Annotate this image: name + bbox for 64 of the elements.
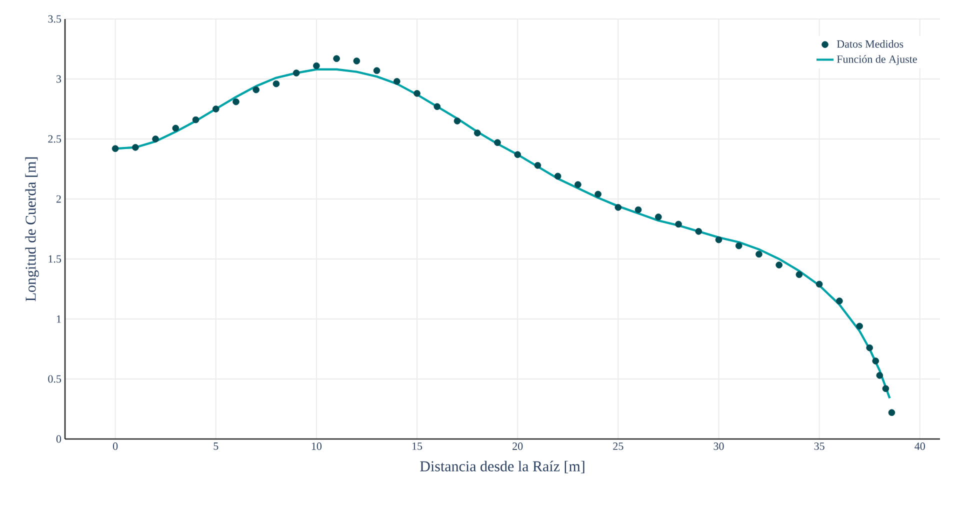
point [474, 130, 481, 136]
point [882, 385, 890, 392]
x-tick-label: 15 [412, 442, 422, 450]
point [614, 204, 622, 211]
point [574, 181, 582, 188]
x-tick-label: 10 [312, 442, 322, 450]
point [856, 322, 863, 330]
point [836, 298, 843, 304]
point [776, 262, 782, 268]
legend-label: Función de Ajuste [836, 55, 917, 66]
point [675, 220, 682, 228]
legend-label: Datos Medidos [836, 40, 904, 48]
point [594, 190, 602, 198]
point [212, 106, 220, 112]
y-tick-label: 2 [56, 195, 61, 203]
point [252, 86, 260, 94]
point [654, 214, 662, 220]
x-axis-title: Distancia desde la Raíz [m] [420, 460, 584, 474]
point [373, 67, 380, 74]
point [715, 236, 722, 244]
y-tick-label: 0 [56, 435, 62, 443]
x-tick-label: 20 [512, 442, 523, 450]
x-tick-label: 5 [214, 442, 218, 450]
point [816, 280, 823, 288]
point [394, 78, 400, 85]
point [292, 70, 300, 76]
y-tick-label: 3 [56, 75, 62, 83]
point [192, 116, 200, 124]
point [634, 206, 642, 214]
x-tick-label: 25 [613, 442, 624, 450]
point [756, 250, 762, 258]
y-tick-label: 3.5 [48, 15, 62, 23]
point [414, 90, 420, 97]
point [735, 242, 742, 250]
y-axis-title: Longitud de Cuerda [m] [25, 157, 39, 302]
point [434, 103, 441, 110]
point [876, 372, 884, 379]
point [554, 172, 562, 180]
point [888, 409, 896, 416]
point [494, 139, 501, 146]
y-tick-label: 2.5 [48, 135, 62, 143]
point [152, 136, 159, 142]
point [695, 228, 702, 235]
point [112, 145, 119, 152]
point [454, 118, 461, 124]
point [232, 98, 240, 106]
point [534, 162, 542, 169]
point [132, 144, 139, 151]
point [353, 58, 360, 64]
point [313, 62, 320, 70]
point [272, 80, 280, 88]
point [333, 55, 340, 62]
x-tick-label: 30 [714, 442, 724, 450]
x-tick-label: 0 [112, 442, 118, 450]
x-tick-label: 35 [814, 442, 824, 450]
x-tick-label: 40 [914, 442, 925, 450]
point [172, 124, 180, 132]
y-tick-label: 1 [56, 315, 61, 323]
y-tick-label: 1.5 [48, 255, 62, 263]
y-tick-label: 0.5 [48, 375, 62, 383]
point [866, 344, 873, 352]
point [872, 358, 880, 364]
point [514, 151, 521, 158]
point [796, 271, 803, 278]
